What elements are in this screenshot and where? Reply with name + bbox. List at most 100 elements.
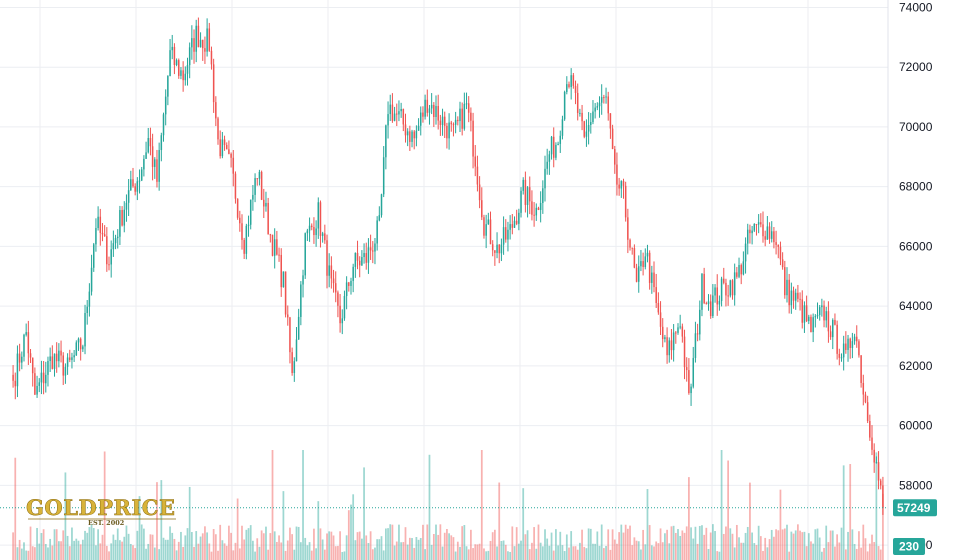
volume-bar — [29, 526, 32, 560]
candle-body — [683, 336, 686, 368]
volume-bar — [280, 542, 283, 560]
volume-bar — [456, 541, 459, 560]
candle-body — [740, 265, 742, 275]
candle-body — [90, 267, 93, 292]
candle-body — [677, 327, 679, 333]
volume-bar — [302, 450, 304, 560]
candle-body — [45, 374, 47, 384]
candle-body — [404, 124, 407, 136]
candle-body — [773, 231, 775, 243]
y-tick-70000: 70000 — [899, 120, 933, 134]
candle-body — [502, 227, 505, 245]
volume-bar — [448, 533, 450, 560]
volume-bar — [145, 548, 147, 560]
candle-body — [276, 239, 278, 255]
candle-body — [869, 420, 871, 438]
volume-bar — [860, 547, 862, 560]
volume-bar — [781, 529, 784, 560]
candle-body — [121, 210, 123, 226]
volume-bar — [661, 542, 664, 560]
volume-bar — [657, 543, 660, 560]
candle-body — [40, 372, 43, 383]
volume-bar — [232, 550, 235, 560]
candle-body — [34, 373, 36, 395]
candle-body — [27, 332, 30, 354]
volume-bar — [496, 546, 498, 560]
volume-bar — [186, 528, 189, 560]
volume-bar — [653, 546, 655, 560]
candle-body — [413, 131, 415, 139]
candle-body — [542, 188, 544, 203]
volume-bar — [347, 510, 350, 560]
volume-bar — [611, 529, 614, 560]
volume-bar — [193, 546, 195, 560]
volume-bar — [450, 535, 453, 560]
candle-body — [668, 340, 671, 356]
volume-bar — [624, 524, 627, 560]
volume-bar — [546, 538, 549, 560]
price-axis[interactable]: 5600058000600006200064000660006800070000… — [887, 0, 933, 560]
logo-tagline: EST. 2002 — [88, 519, 124, 527]
candle-body — [154, 159, 156, 167]
candle-body — [256, 178, 259, 180]
candle-body — [171, 46, 173, 51]
volume-bar — [592, 543, 594, 560]
candle-body — [640, 261, 642, 267]
candle-body — [500, 244, 503, 254]
candle-body — [694, 333, 697, 358]
candle-body — [123, 209, 126, 226]
volume-bar — [685, 526, 688, 560]
candle-body — [498, 244, 500, 254]
candle-body — [760, 222, 762, 225]
candle-body — [609, 113, 612, 129]
chart-grid — [0, 0, 888, 560]
volume-bar — [858, 531, 860, 560]
volume-bar — [847, 531, 849, 560]
candle-body — [690, 386, 692, 394]
candle-body — [487, 219, 490, 225]
volume-bar — [57, 541, 60, 560]
volume-bar — [79, 544, 82, 560]
volume-bar — [640, 549, 642, 560]
volume-bar — [829, 530, 832, 560]
volume-bar — [297, 526, 300, 560]
volume-bar — [90, 524, 93, 560]
candle-body — [762, 224, 764, 237]
candle-body — [75, 342, 78, 356]
volume-bar — [398, 524, 400, 560]
volume-bar — [105, 545, 108, 560]
volume-bar — [698, 525, 701, 560]
candle-body — [332, 278, 335, 284]
candle-body — [561, 119, 564, 136]
volume-bar — [256, 538, 259, 560]
volume-bar — [334, 546, 337, 560]
volume-bar — [62, 530, 65, 560]
candle-body — [443, 116, 446, 126]
candle-body — [204, 48, 206, 52]
volume-bar — [97, 529, 99, 560]
candle-body — [208, 28, 211, 51]
candle-body — [230, 153, 232, 158]
candle-body — [315, 228, 317, 236]
volume-bar — [722, 533, 725, 560]
candle-body — [160, 135, 163, 151]
candle-body — [539, 202, 542, 210]
volume-bar — [265, 526, 267, 560]
candle-body — [108, 264, 110, 266]
volume-bar — [437, 534, 440, 560]
candle-body — [810, 316, 812, 333]
candle-body — [738, 265, 740, 277]
candle-body — [354, 252, 357, 267]
volume-bar — [871, 534, 873, 560]
volume-bar — [694, 526, 697, 560]
candle-body — [365, 253, 368, 263]
candle-body — [624, 185, 627, 218]
volume-bar — [716, 551, 719, 560]
volume-bar — [842, 465, 845, 560]
candle-body — [672, 332, 675, 351]
volume-bar — [659, 528, 662, 560]
volume-bar — [609, 549, 612, 560]
volume-bar — [308, 542, 311, 560]
volume-bar — [214, 534, 217, 560]
